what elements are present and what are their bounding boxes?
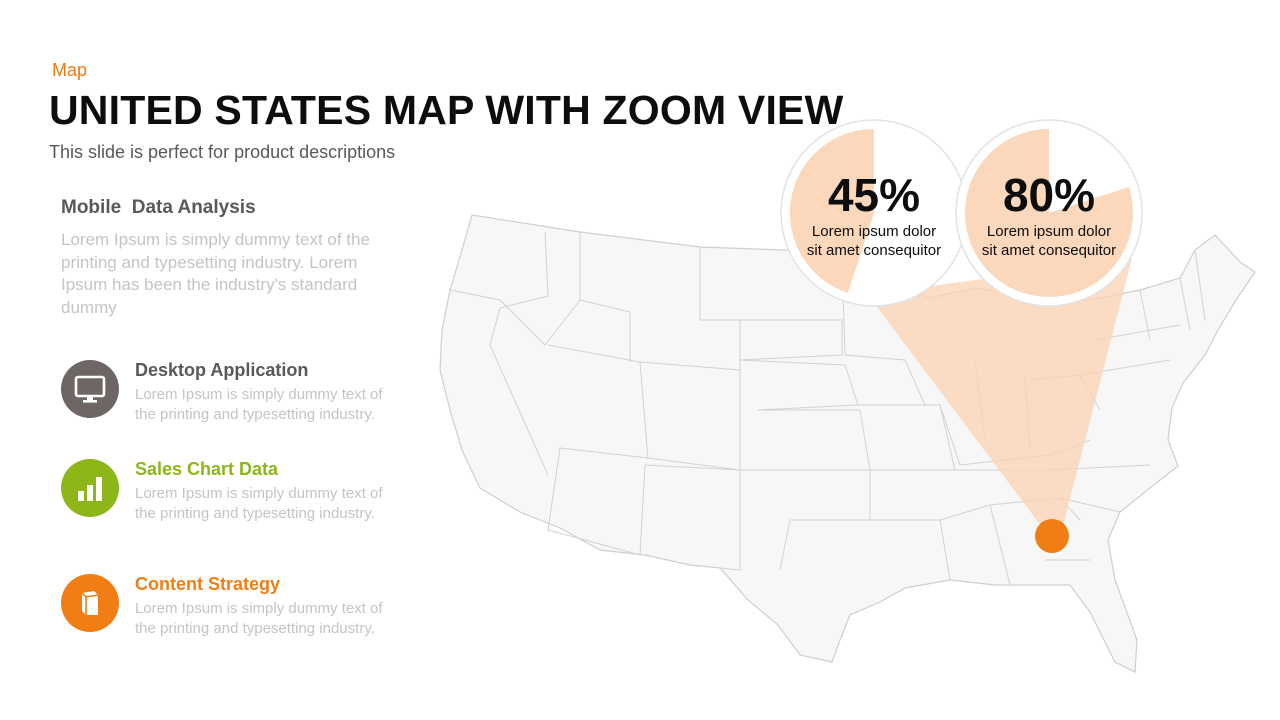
book-icon [81, 591, 99, 615]
page-subtitle: This slide is perfect for product descri… [49, 142, 396, 162]
zoom-beam [868, 258, 1132, 530]
feature-title: Sales Chart Data [135, 459, 279, 479]
feature-body: Lorem Ipsum is simply dummy text of the … [135, 485, 383, 522]
stat-value-2: 80% [1002, 169, 1096, 221]
location-marker [1035, 519, 1069, 553]
stat-label-1a: Lorem ipsum dolor [811, 223, 937, 240]
feature-sales-chart-data: Sales Chart Data Lorem Ipsum is simply d… [61, 459, 391, 549]
feature-icon-circle [61, 360, 119, 418]
stat-text-1: 45% Lorem ipsum dolor sit amet consequit… [794, 170, 954, 260]
intro-heading: Mobile Data Analysis [61, 197, 256, 218]
page-title: UNITED STATES MAP WITH ZOOM VIEW [49, 87, 844, 133]
eyebrow-label: Map [52, 60, 88, 80]
stat-value-1: 45% [827, 169, 921, 221]
feature-body: Lorem Ipsum is simply dummy text of the … [135, 386, 383, 423]
stat-label-1b: sit amet consequitor [806, 242, 942, 259]
stat-pie-2 [965, 129, 1134, 297]
stat-pie-1 [789, 128, 874, 293]
stat-circle-1 [780, 119, 968, 307]
stat-label-2a: Lorem ipsum dolor [986, 223, 1112, 240]
stat-label-2b: sit amet consequitor [981, 242, 1117, 259]
feature-content-strategy: Content Strategy Lorem Ipsum is simply d… [61, 574, 391, 664]
feature-title: Desktop Application [135, 360, 309, 380]
feature-body: Lorem Ipsum is simply dummy text of the … [135, 600, 383, 637]
monitor-icon [74, 375, 106, 403]
stat-circle-2 [955, 119, 1143, 307]
feature-title: Content Strategy [135, 574, 281, 594]
stat-text-2: 80% Lorem ipsum dolor sit amet consequit… [969, 170, 1129, 260]
bar-chart-icon [78, 477, 102, 501]
feature-icon-circle [61, 574, 119, 632]
feature-icon-circle [61, 459, 119, 517]
feature-desktop-application: Desktop Application Lorem Ipsum is simpl… [61, 360, 391, 450]
intro-body: Lorem Ipsum is simply dummy text of the … [61, 230, 370, 317]
